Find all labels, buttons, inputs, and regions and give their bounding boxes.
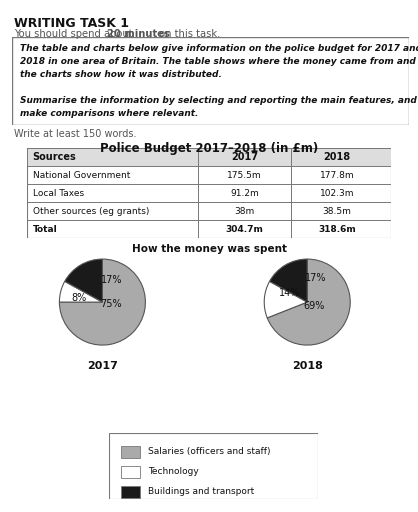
Text: 17%: 17% [101, 275, 122, 285]
Text: make comparisons where relevant.: make comparisons where relevant. [20, 109, 199, 118]
Text: 14%: 14% [278, 288, 300, 297]
Text: Summarise the information by selecting and reporting the main features, and: Summarise the information by selecting a… [20, 96, 417, 104]
Wedge shape [264, 282, 307, 318]
Text: 38.5m: 38.5m [323, 207, 352, 216]
Text: You should spend about: You should spend about [14, 29, 135, 39]
Text: Total: Total [33, 225, 57, 233]
Text: 175.5m: 175.5m [227, 171, 262, 180]
Text: 75%: 75% [100, 299, 122, 309]
Text: National Government: National Government [33, 171, 130, 180]
Text: Local Taxes: Local Taxes [33, 189, 84, 198]
Bar [27, 148, 391, 166]
Text: Police Budget 2017–2018 (in £m): Police Budget 2017–2018 (in £m) [100, 142, 318, 155]
Text: Technology: Technology [148, 467, 199, 476]
Text: on this task.: on this task. [156, 29, 220, 39]
Wedge shape [59, 259, 145, 345]
Bar [121, 486, 140, 498]
Text: 2018 in one area of Britain. The table shows where the money came from and: 2018 in one area of Britain. The table s… [20, 56, 416, 66]
Text: The table and charts below give information on the police budget for 2017 and: The table and charts below give informat… [20, 44, 418, 53]
Text: 318.6m: 318.6m [319, 225, 356, 233]
Text: Write at least 150 words.: Write at least 150 words. [14, 129, 136, 139]
Text: Salaries (officers and staff): Salaries (officers and staff) [148, 447, 271, 456]
Wedge shape [65, 259, 102, 302]
Text: 2017: 2017 [231, 153, 258, 162]
Text: 69%: 69% [303, 301, 324, 310]
Text: How the money was spent: How the money was spent [132, 244, 286, 254]
Text: Other sources (eg grants): Other sources (eg grants) [33, 207, 149, 216]
Text: 8%: 8% [71, 293, 87, 303]
Text: 102.3m: 102.3m [320, 189, 354, 198]
Text: 17%: 17% [305, 273, 326, 284]
Text: 304.7m: 304.7m [226, 225, 263, 233]
Bar [121, 466, 140, 478]
Text: 177.8m: 177.8m [320, 171, 354, 180]
Text: 38m: 38m [234, 207, 255, 216]
Wedge shape [267, 259, 350, 345]
Text: 2017: 2017 [87, 361, 118, 371]
Text: 20 minutes: 20 minutes [107, 29, 169, 39]
Text: 2018: 2018 [292, 361, 323, 371]
Text: 2018: 2018 [324, 153, 351, 162]
Text: WRITING TASK 1: WRITING TASK 1 [14, 17, 129, 30]
Wedge shape [59, 282, 102, 302]
Text: the charts show how it was distributed.: the charts show how it was distributed. [20, 70, 222, 79]
Text: 91.2m: 91.2m [230, 189, 259, 198]
Wedge shape [270, 259, 307, 302]
Bar [121, 446, 140, 458]
Text: Sources: Sources [33, 153, 76, 162]
Text: Buildings and transport: Buildings and transport [148, 487, 255, 496]
